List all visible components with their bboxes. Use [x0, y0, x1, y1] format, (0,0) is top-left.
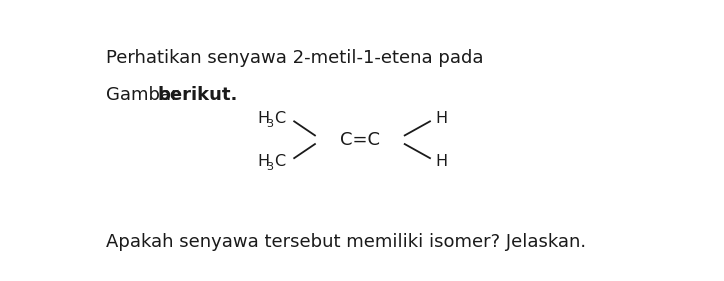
Text: Apakah senyawa tersebut memiliki isomer? Jelaskan.: Apakah senyawa tersebut memiliki isomer?… — [106, 233, 586, 251]
Text: berikut.: berikut. — [158, 86, 238, 104]
Text: C: C — [274, 154, 285, 169]
Text: H: H — [436, 111, 447, 126]
Text: H: H — [436, 154, 447, 169]
Text: Perhatikan senyawa 2-metil-1-etena pada: Perhatikan senyawa 2-metil-1-etena pada — [106, 49, 484, 67]
Text: C=C: C=C — [340, 131, 380, 149]
Text: H: H — [257, 154, 269, 169]
Text: C: C — [274, 111, 285, 126]
Text: 3: 3 — [266, 162, 273, 173]
Text: H: H — [257, 111, 269, 126]
Text: 3: 3 — [266, 119, 273, 129]
Text: Gambar: Gambar — [106, 86, 185, 104]
